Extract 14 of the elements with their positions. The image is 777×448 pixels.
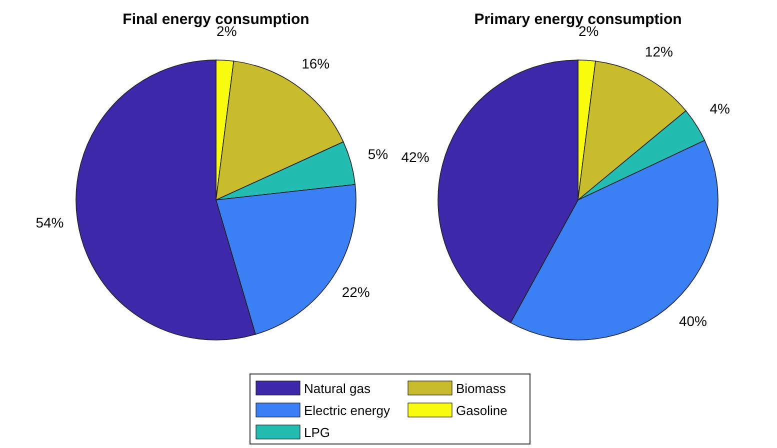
legend-label: LPG xyxy=(304,425,330,440)
data-label: 16% xyxy=(302,55,330,72)
legend-label: Biomass xyxy=(456,381,506,396)
data-label: 22% xyxy=(342,284,370,300)
data-label: 42% xyxy=(401,148,430,165)
legend-label: Electric energy xyxy=(304,403,390,418)
data-label: 40% xyxy=(678,313,708,330)
data-label: 5% xyxy=(368,146,388,162)
data-label: 54% xyxy=(36,214,64,231)
legend-label: Natural gas xyxy=(304,381,371,396)
chart-title: Primary energy consumption xyxy=(474,11,682,28)
data-label: 12% xyxy=(644,43,673,60)
data-label: 4% xyxy=(710,100,730,117)
legend-label: Gasoline xyxy=(456,403,508,418)
